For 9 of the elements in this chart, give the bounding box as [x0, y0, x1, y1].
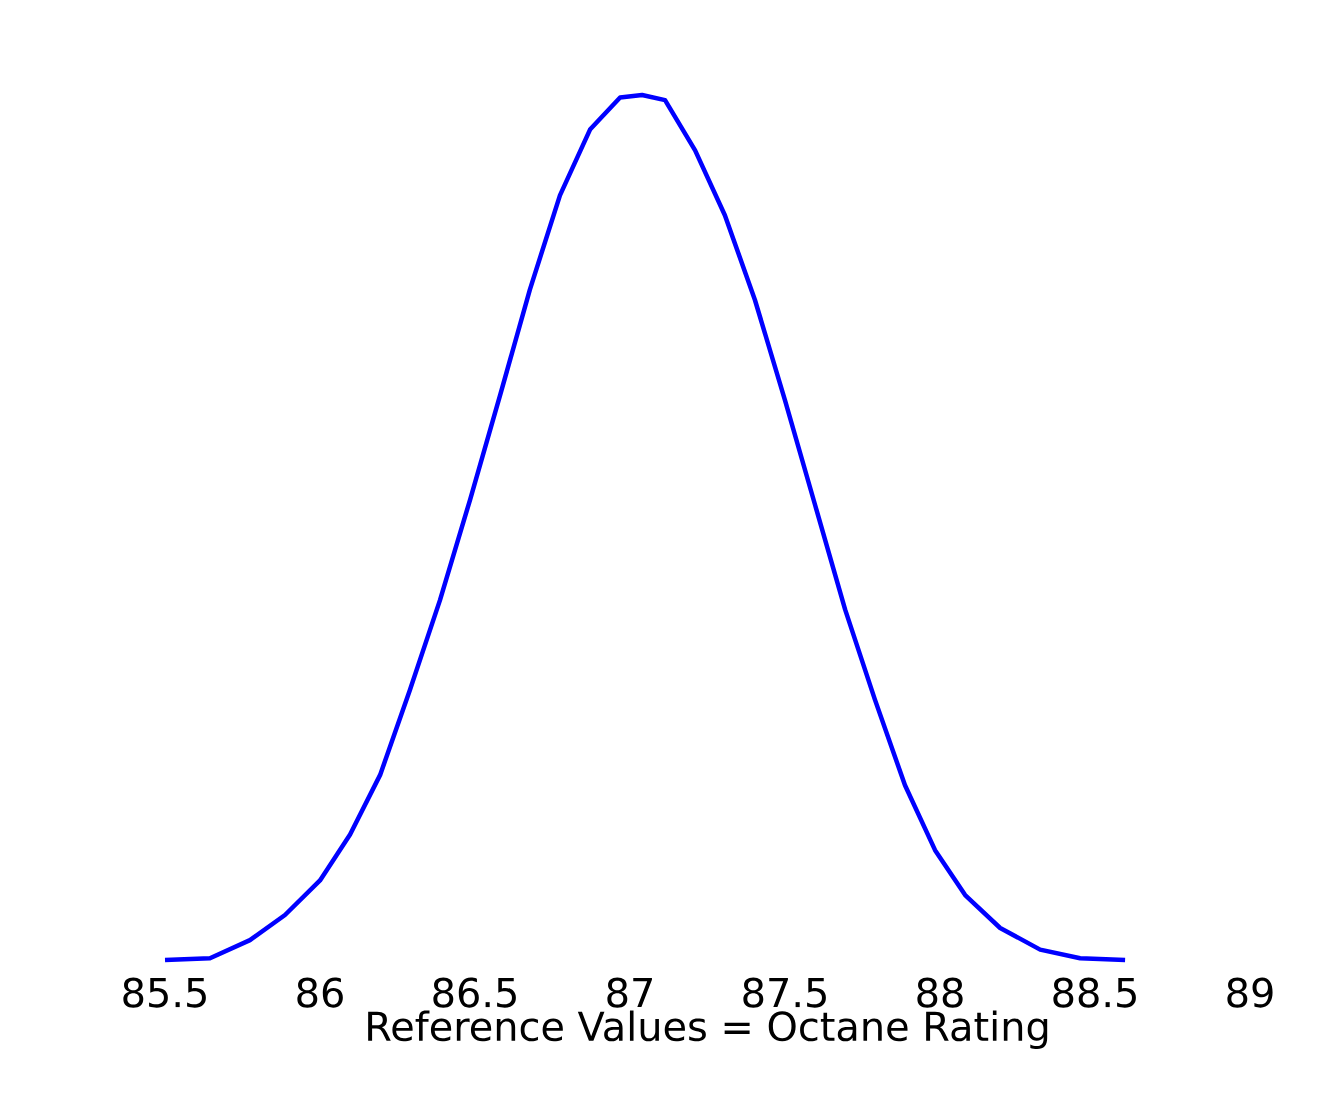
x-tick-label: 87: [607, 977, 652, 1008]
x-tick-label: 89: [1227, 977, 1273, 1008]
x-tick-label: 85.5: [123, 977, 206, 1008]
x-axis-title: Reference Values = Octane Rating: [368, 1010, 1048, 1050]
x-tick-label: 86: [297, 977, 343, 1008]
x-tick-label: 88.5: [1053, 977, 1136, 1008]
x-tick-label: 87.5: [743, 977, 826, 1008]
x-tick-label: 86.5: [433, 977, 516, 1008]
x-tick-label: 88: [917, 977, 963, 1008]
